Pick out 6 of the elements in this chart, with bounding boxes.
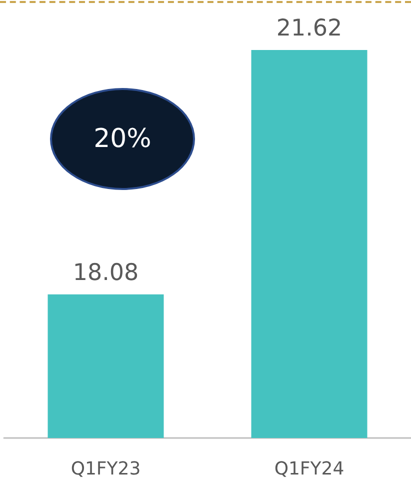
x-tick-label: Q1FY24 <box>274 458 344 480</box>
oval-badge: 20% <box>50 88 195 190</box>
annotation: 20% <box>94 124 152 154</box>
data-label: 21.62 <box>276 16 342 42</box>
x-tick-label: Q1FY23 <box>70 458 141 480</box>
data-label: 18.08 <box>72 260 139 286</box>
